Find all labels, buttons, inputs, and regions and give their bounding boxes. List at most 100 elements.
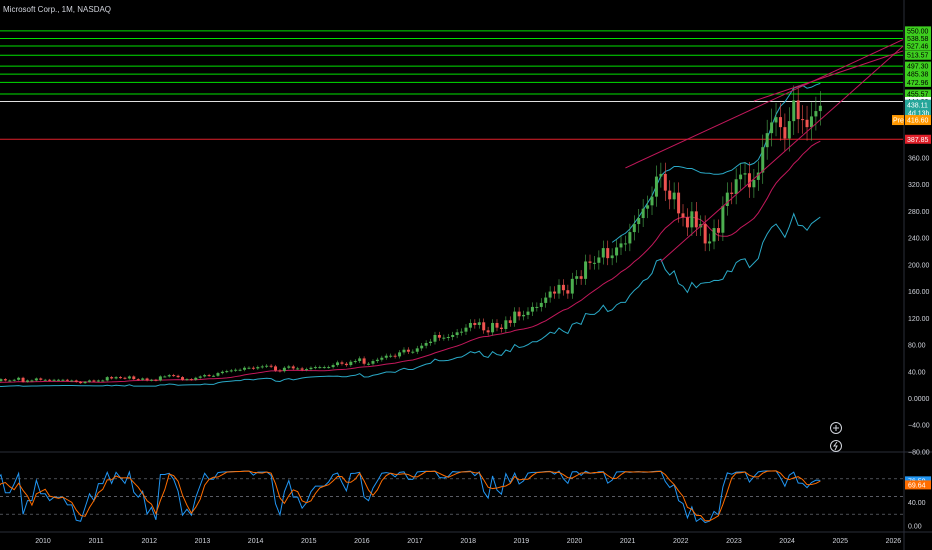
x-tick-label: 2025 [832, 538, 848, 545]
candle [101, 380, 105, 382]
candle [398, 352, 402, 357]
premarket-badge [905, 115, 931, 126]
candle [291, 366, 295, 369]
x-tick-label: 2018 [460, 538, 476, 545]
level-badge [905, 134, 931, 144]
candle [305, 369, 309, 371]
candle [584, 261, 588, 279]
candle [411, 351, 415, 353]
level-badge [905, 69, 931, 79]
candle [690, 211, 694, 228]
x-tick-label: 2012 [142, 538, 158, 545]
candle [362, 358, 366, 364]
candle [654, 176, 658, 197]
candle [176, 375, 180, 378]
candle [79, 381, 83, 384]
upper-band-line [611, 82, 821, 243]
candle [517, 311, 521, 317]
candle [508, 320, 512, 323]
candle [801, 119, 805, 121]
candle [557, 284, 561, 294]
candle [539, 302, 543, 307]
candle [353, 361, 357, 363]
candle [778, 117, 782, 128]
level-badge [905, 26, 931, 36]
candle [327, 367, 331, 369]
candle [336, 362, 340, 366]
candle [393, 355, 397, 357]
candle [150, 379, 154, 381]
candle [181, 377, 185, 380]
level-badge [905, 50, 931, 60]
x-tick-label: 2015 [301, 538, 317, 545]
y-tick-label: 360.00 [908, 155, 930, 162]
candle [650, 196, 654, 206]
candle [296, 368, 300, 370]
candle [477, 322, 481, 325]
candle [708, 241, 712, 244]
candle [30, 380, 34, 382]
channel-mid [753, 50, 904, 102]
candle [486, 330, 490, 333]
candle [114, 377, 118, 379]
x-tick-label: 2017 [407, 538, 423, 545]
candle [127, 376, 131, 379]
candle [371, 361, 375, 364]
candle [70, 380, 74, 382]
candle [659, 173, 663, 177]
candle [677, 192, 681, 214]
candle [468, 322, 472, 328]
candle [207, 375, 211, 377]
candle [739, 174, 743, 180]
inner-band-line [0, 140, 821, 383]
candle [597, 257, 601, 263]
candle [730, 192, 734, 194]
y-tick-label: 240.00 [908, 236, 930, 243]
candle [437, 335, 441, 338]
premarket-label: 416.60 [907, 118, 929, 125]
candle [575, 276, 579, 279]
countdown-label: 4d 13h [908, 111, 930, 118]
candle [588, 261, 592, 263]
candle [774, 117, 778, 123]
x-tick-label: 2013 [195, 538, 211, 545]
candle [300, 368, 304, 370]
stoch-d-line [0, 470, 821, 522]
candle [163, 376, 167, 378]
y-tick-label: 80.00 [908, 343, 926, 350]
candle [247, 367, 251, 369]
level-label: 455.57 [907, 91, 929, 98]
candle [615, 247, 619, 256]
candle [287, 366, 291, 368]
candle [783, 127, 787, 139]
candle [663, 173, 667, 191]
candle [136, 379, 140, 381]
candle [0, 379, 3, 382]
pre-tag-label: Pre [893, 118, 904, 125]
candle [145, 378, 149, 381]
candle [703, 224, 707, 244]
y-tick-label: 120.00 [908, 316, 930, 323]
level-label: 513.57 [907, 53, 929, 60]
candle [619, 243, 623, 248]
level-badge [905, 77, 931, 87]
candle [203, 375, 207, 377]
candle [770, 122, 774, 134]
y-tick-label: 320.00 [908, 182, 930, 189]
candle [606, 248, 610, 259]
candle [229, 370, 233, 372]
level-label: 472.96 [907, 80, 929, 87]
candle [424, 343, 428, 346]
candle [349, 361, 353, 366]
candle [544, 297, 548, 303]
pre-tag [892, 115, 904, 126]
candle [309, 367, 313, 370]
candle [451, 335, 455, 338]
last-price-badge [905, 99, 931, 118]
x-tick-label: 2016 [354, 538, 370, 545]
candle [566, 290, 570, 294]
candle [632, 224, 636, 233]
candle [358, 358, 362, 362]
candle [172, 375, 176, 377]
